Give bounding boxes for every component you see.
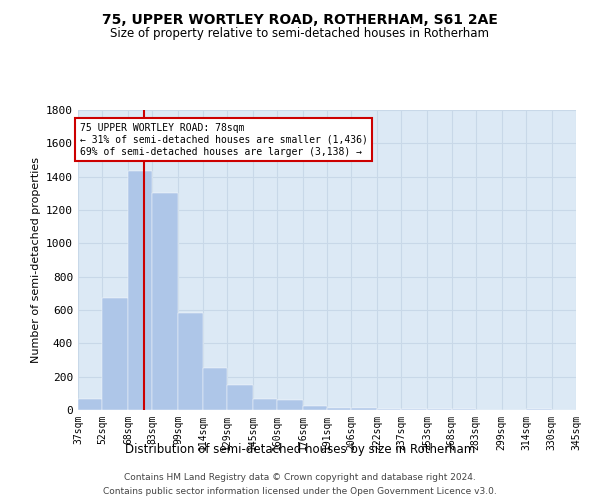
- Text: 75 UPPER WORTLEY ROAD: 78sqm
← 31% of semi-detached houses are smaller (1,436)
6: 75 UPPER WORTLEY ROAD: 78sqm ← 31% of se…: [80, 124, 367, 156]
- Bar: [327, 408, 351, 410]
- Bar: [351, 408, 377, 410]
- Bar: [128, 170, 152, 410]
- Bar: [253, 399, 277, 410]
- Bar: [78, 399, 102, 410]
- Bar: [377, 409, 401, 410]
- Bar: [526, 409, 552, 410]
- Bar: [178, 314, 203, 410]
- Bar: [227, 385, 253, 410]
- Bar: [152, 194, 178, 410]
- Text: Contains public sector information licensed under the Open Government Licence v3: Contains public sector information licen…: [103, 488, 497, 496]
- Bar: [401, 409, 427, 410]
- Bar: [427, 409, 452, 410]
- Text: Distribution of semi-detached houses by size in Rotherham: Distribution of semi-detached houses by …: [125, 442, 475, 456]
- Bar: [303, 406, 327, 410]
- Text: 75, UPPER WORTLEY ROAD, ROTHERHAM, S61 2AE: 75, UPPER WORTLEY ROAD, ROTHERHAM, S61 2…: [102, 12, 498, 26]
- Y-axis label: Number of semi-detached properties: Number of semi-detached properties: [31, 157, 41, 363]
- Bar: [102, 298, 128, 410]
- Bar: [203, 368, 227, 410]
- Bar: [277, 400, 303, 410]
- Text: Contains HM Land Registry data © Crown copyright and database right 2024.: Contains HM Land Registry data © Crown c…: [124, 472, 476, 482]
- Bar: [452, 409, 476, 410]
- Text: Size of property relative to semi-detached houses in Rotherham: Size of property relative to semi-detach…: [110, 28, 490, 40]
